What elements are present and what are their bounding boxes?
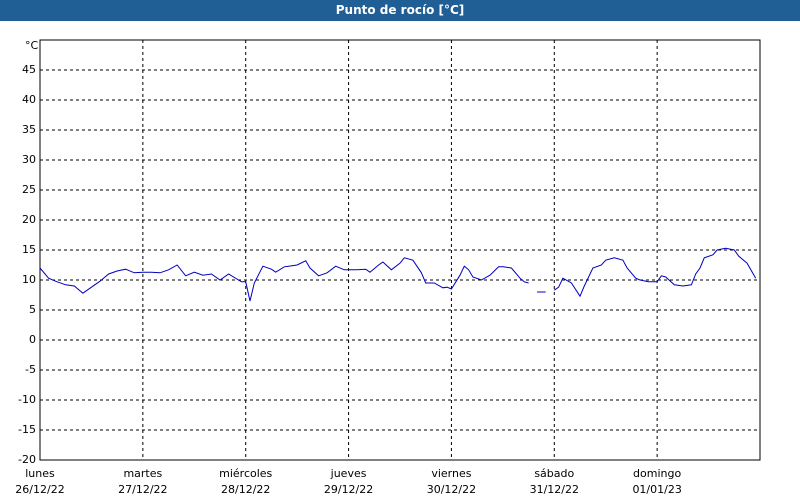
x-tick-label: 30/12/22 — [427, 483, 476, 496]
y-tick-label: -10 — [18, 393, 36, 406]
x-tick-label: martes — [123, 467, 162, 480]
y-tick-label: 35 — [22, 123, 36, 136]
x-tick-label: 26/12/22 — [15, 483, 64, 496]
x-tick-label: sábado — [534, 467, 574, 480]
x-tick-label: 01/01/23 — [632, 483, 681, 496]
data-line — [39, 247, 757, 302]
y-tick-label: 45 — [22, 63, 36, 76]
x-tick-label: miércoles — [219, 467, 272, 480]
y-tick-label: 25 — [22, 183, 36, 196]
y-tick-label: 40 — [22, 93, 36, 106]
x-tick-label: 31/12/22 — [530, 483, 579, 496]
y-tick-label: 30 — [22, 153, 36, 166]
x-tick-label: jueves — [330, 467, 367, 480]
y-tick-label: -5 — [25, 363, 36, 376]
chart-title: Punto de rocío [°C] — [0, 0, 800, 21]
y-tick-label: -20 — [18, 453, 36, 466]
x-tick-label: 27/12/22 — [118, 483, 167, 496]
y-tick-label: 15 — [22, 243, 36, 256]
x-tick-label: lunes — [25, 467, 55, 480]
x-tick-label: viernes — [431, 467, 471, 480]
x-tick-label: 29/12/22 — [324, 483, 373, 496]
x-tick-label: domingo — [633, 467, 681, 480]
y-tick-label: 20 — [22, 213, 36, 226]
y-tick-label: 10 — [22, 273, 36, 286]
y-axis-label: °C — [25, 39, 39, 52]
x-tick-label: 28/12/22 — [221, 483, 270, 496]
y-tick-label: 5 — [29, 303, 36, 316]
y-tick-label: -15 — [18, 423, 36, 436]
y-tick-label: 0 — [29, 333, 36, 346]
